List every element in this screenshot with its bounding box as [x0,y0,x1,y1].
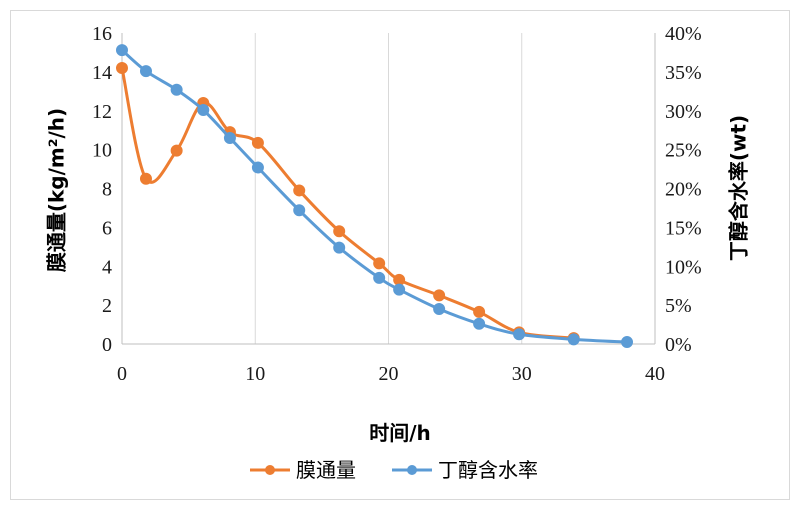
data-point [621,336,634,349]
data-point [333,241,346,254]
legend-marker-water-content [407,465,417,475]
data-point [293,184,306,197]
legend-label-water-content: 丁醇含水率 [438,458,538,482]
y-left-tick-label: 16 [92,23,112,45]
y-right-tick-label: 0% [665,334,692,356]
y-right-tick-label: 10% [665,256,702,278]
axes [121,33,656,345]
series [116,44,634,349]
y-left-tick-label: 10 [92,140,112,162]
y-axis-left-title: 膜通量(kg/m²/h) [45,108,69,273]
data-point [473,317,486,330]
data-point [116,61,128,74]
legend-marker-flux [265,465,275,475]
data-point [293,204,306,217]
x-axis-title: 时间/h [369,421,431,445]
chart-frame [10,10,790,500]
legend-item-flux: 膜通量 [250,458,356,482]
data-point [170,83,183,96]
y-left-tick-label: 2 [102,295,112,317]
data-point [433,289,446,302]
y-right-tick-label: 20% [665,179,702,201]
data-point [116,44,128,57]
legend-label-flux: 膜通量 [296,458,356,482]
data-point [251,161,264,174]
data-point [373,257,386,270]
series-line [121,48,628,344]
data-point [513,328,526,341]
x-tick-label: 0 [117,363,127,385]
tick-labels: 0 10 20 30 40 0 2 4 6 8 10 12 14 16 0% 5% 10% 15% 20% 25% 30… [92,23,702,385]
y-right-tick-label: 40% [665,23,702,45]
gridlines [254,33,656,344]
legend-item-water-content: 丁醇含水率 [392,458,538,482]
data-point [139,65,152,78]
series-line [120,67,574,340]
y-left-tick-label: 4 [102,256,112,278]
data-point [197,103,210,116]
y-right-tick-label: 30% [665,101,702,123]
x-tick-label: 10 [245,363,265,385]
data-point [139,172,152,185]
y-left-tick-label: 12 [92,101,112,123]
data-point [393,283,406,296]
series-0 [116,61,580,345]
x-tick-label: 30 [512,363,532,385]
data-point [373,271,386,284]
y-right-tick-label: 35% [665,62,702,84]
data-point [567,333,580,346]
y-left-tick-label: 14 [92,62,112,84]
series-1 [116,44,634,349]
legend: 膜通量 丁醇含水率 [250,458,538,482]
y-left-tick-label: 0 [102,334,112,356]
y-right-tick-label: 5% [665,295,692,317]
data-point [473,305,486,318]
data-point [223,131,236,144]
y-left-tick-label: 6 [102,217,112,239]
data-point [170,144,183,157]
y-axis-right-title: 丁醇含水率(wt) [727,115,751,261]
x-tick-label: 20 [379,363,399,385]
x-tick-label: 40 [645,363,665,385]
data-point [433,303,446,316]
y-right-tick-label: 25% [665,140,702,162]
y-right-tick-label: 15% [665,217,702,239]
y-left-tick-label: 8 [102,179,112,201]
data-point [333,225,346,238]
data-point [251,136,264,149]
